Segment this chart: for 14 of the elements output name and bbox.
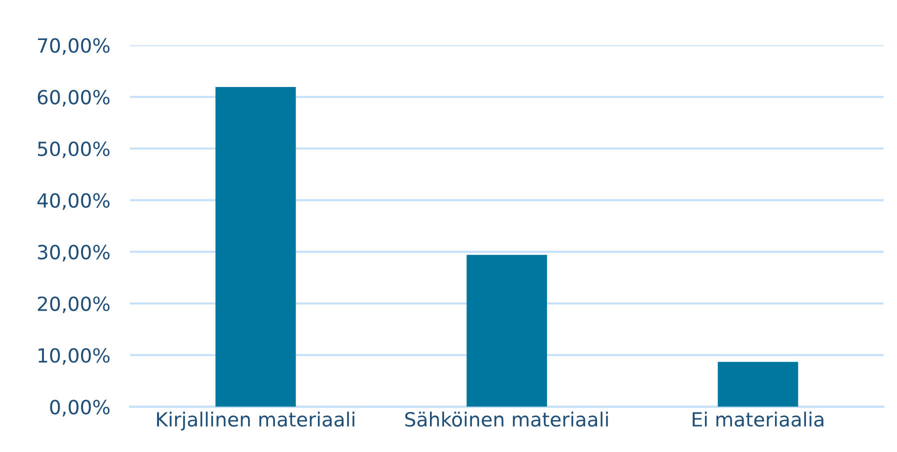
- bar: [718, 362, 798, 407]
- y-tick-label: 30,00%: [38, 244, 110, 262]
- bar: [215, 87, 296, 407]
- y-tick-label: 10,00%: [38, 348, 110, 365]
- y-tick-label: 20,00%: [38, 296, 110, 314]
- x-tick-label: Sähköinen materiaali: [405, 412, 608, 427]
- x-tick-label: Ei materiaalia: [692, 412, 824, 427]
- y-tick-label: 70,00%: [38, 38, 110, 55]
- y-tick-label: 60,00%: [38, 90, 110, 107]
- y-tick-label: 40,00%: [37, 193, 110, 210]
- bar: [466, 254, 547, 407]
- x-tick-label: Kirjallinen materiaali: [157, 412, 354, 430]
- y-tick-label: 0,00%: [50, 400, 110, 416]
- y-tick-label: 50,00%: [38, 141, 110, 158]
